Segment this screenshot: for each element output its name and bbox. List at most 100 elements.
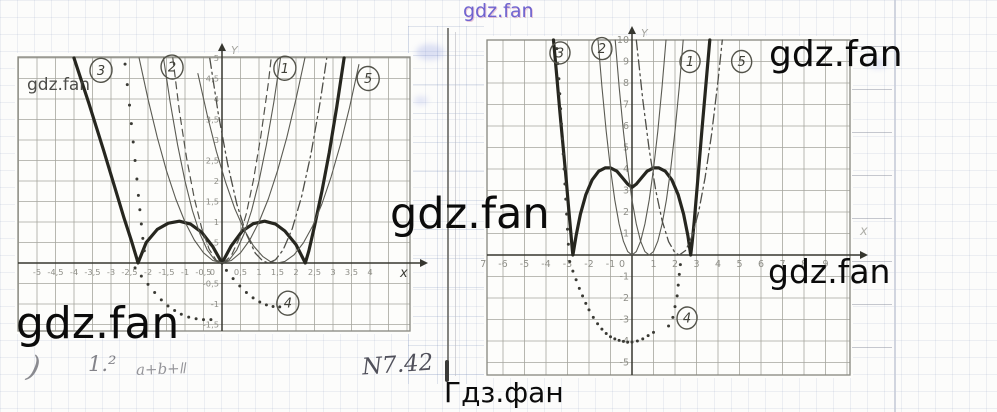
handwriting-fragment: a+b+ǁ bbox=[135, 359, 188, 379]
svg-text:1: 1 bbox=[256, 267, 261, 277]
watermark-bottom-center: Гдз.фан bbox=[444, 376, 564, 409]
svg-text:-1,5: -1,5 bbox=[158, 267, 174, 277]
curve-parabola-narrow bbox=[597, 39, 667, 256]
circled-curve-label-1: 1 bbox=[679, 49, 701, 74]
curve-dots-steep-left bbox=[555, 47, 570, 246]
svg-text:2: 2 bbox=[293, 267, 298, 277]
svg-text:10: 10 bbox=[617, 35, 629, 46]
curve-dots-below-right bbox=[224, 268, 282, 309]
axes bbox=[487, 26, 868, 375]
y-axis-letter: Y bbox=[641, 27, 649, 40]
svg-text:1,5: 1,5 bbox=[271, 267, 284, 277]
pencil-grid bbox=[486, 39, 851, 376]
right-margin-grid-ticks bbox=[852, 46, 892, 376]
right-margin-line bbox=[894, 0, 896, 412]
svg-text:-4: -4 bbox=[541, 259, 550, 270]
handwriting-fragment: 1.² bbox=[88, 352, 117, 376]
svg-text:2: 2 bbox=[168, 61, 176, 76]
svg-text:2,5: 2,5 bbox=[206, 156, 219, 166]
page-fold-shadow bbox=[455, 32, 456, 376]
svg-text:1,5: 1,5 bbox=[206, 197, 219, 207]
svg-text:-3,5: -3,5 bbox=[84, 267, 100, 277]
circled-curve-label-5: 5 bbox=[356, 65, 380, 92]
svg-text:-6: -6 bbox=[498, 259, 507, 270]
y-axis-arrow bbox=[628, 26, 636, 34]
svg-text:-0,5: -0,5 bbox=[195, 267, 211, 277]
blue-ink-smudge bbox=[416, 44, 444, 60]
svg-text:5: 5 bbox=[736, 259, 742, 270]
svg-text:-1: -1 bbox=[606, 259, 615, 270]
svg-text:3: 3 bbox=[330, 267, 335, 277]
curve-thick-w-curve bbox=[72, 56, 346, 265]
svg-text:2: 2 bbox=[598, 42, 606, 57]
watermark-top-center: gdz.fan bbox=[463, 0, 534, 22]
svg-text:1: 1 bbox=[214, 217, 219, 227]
svg-text:-7: -7 bbox=[480, 259, 486, 270]
svg-text:3: 3 bbox=[556, 46, 564, 61]
curves bbox=[72, 56, 360, 322]
svg-text:4: 4 bbox=[715, 259, 721, 270]
page-fold-ink-mark bbox=[445, 360, 449, 382]
curve-parabola-narrow-shifted bbox=[614, 39, 684, 256]
graph-paper bbox=[484, 36, 853, 378]
svg-text:-4: -4 bbox=[70, 267, 78, 277]
svg-text:4: 4 bbox=[683, 311, 691, 326]
circled-curve-label-2: 2 bbox=[160, 54, 184, 80]
tick-labels: -7 -6 -5 -4 -3 -2 -1 0 1 2 3 4 5 6 7 8 9 10 9 8 7 6 5 4 3 2 1 -1 -2 -… bbox=[480, 35, 829, 369]
svg-text:3: 3 bbox=[693, 259, 699, 270]
curve-dashdot-parabola bbox=[635, 39, 723, 256]
watermark-bottom-left: gdz.fan bbox=[16, 298, 180, 349]
svg-text:5: 5 bbox=[364, 72, 372, 87]
svg-text:9: 9 bbox=[623, 57, 629, 68]
svg-text:4: 4 bbox=[623, 164, 629, 175]
svg-text:0: 0 bbox=[619, 259, 625, 270]
x-axis-arrow bbox=[420, 259, 428, 267]
axes bbox=[18, 43, 428, 331]
curve-dots-steep-left bbox=[123, 62, 146, 253]
svg-text:-5: -5 bbox=[33, 267, 41, 277]
x-axis-letter: x bbox=[859, 224, 868, 239]
svg-text:2: 2 bbox=[623, 207, 629, 218]
exercise-number-handwriting: N7.42 bbox=[361, 349, 435, 381]
circled-curve-label-3: 3 bbox=[89, 57, 113, 83]
svg-text:1: 1 bbox=[281, 62, 289, 77]
svg-text:3: 3 bbox=[623, 186, 629, 197]
svg-text:1: 1 bbox=[623, 229, 629, 240]
svg-text:-0,5: -0,5 bbox=[203, 279, 219, 289]
watermark-right-mid: gdz.fan bbox=[768, 252, 891, 291]
svg-text:5: 5 bbox=[214, 53, 219, 63]
svg-text:4: 4 bbox=[284, 297, 292, 312]
circled-curve-label-2: 2 bbox=[591, 36, 613, 61]
svg-text:9: 9 bbox=[822, 259, 828, 270]
svg-text:-2,5: -2,5 bbox=[121, 267, 137, 277]
svg-text:-5: -5 bbox=[520, 259, 529, 270]
curve-dots-parabola-below bbox=[568, 259, 682, 344]
svg-text:3,5: 3,5 bbox=[206, 115, 219, 125]
svg-text:6: 6 bbox=[623, 121, 629, 132]
svg-text:-1: -1 bbox=[211, 299, 219, 309]
svg-text:-3: -3 bbox=[563, 259, 572, 270]
svg-text:3,5: 3,5 bbox=[345, 267, 358, 277]
svg-text:0,5: 0,5 bbox=[206, 238, 219, 248]
circled-curve-label-4: 4 bbox=[276, 290, 300, 316]
svg-text:4: 4 bbox=[367, 267, 372, 277]
blue-ink-smudge bbox=[868, 58, 888, 69]
svg-text:1: 1 bbox=[650, 259, 656, 270]
svg-text:-2: -2 bbox=[620, 293, 629, 304]
svg-text:8: 8 bbox=[801, 259, 807, 270]
y-axis-letter: Y bbox=[231, 44, 239, 57]
curve-parabola-shifted bbox=[197, 64, 360, 264]
svg-text:-2: -2 bbox=[144, 267, 152, 277]
curves bbox=[551, 38, 723, 344]
svg-text:-1: -1 bbox=[181, 267, 189, 277]
watermark-left-small: gdz.fan bbox=[27, 75, 91, 95]
circled-curve-label-3: 3 bbox=[549, 41, 571, 65]
svg-text:0,5: 0,5 bbox=[234, 267, 247, 277]
curve-dots-below-left bbox=[133, 266, 213, 322]
x-axis-letter: x bbox=[399, 266, 408, 281]
curve-thick-double-hump bbox=[551, 38, 712, 257]
svg-text:-3: -3 bbox=[620, 315, 629, 326]
svg-text:-2: -2 bbox=[584, 259, 593, 270]
fold-margin-grid bbox=[408, 26, 484, 384]
svg-text:6: 6 bbox=[758, 259, 764, 270]
